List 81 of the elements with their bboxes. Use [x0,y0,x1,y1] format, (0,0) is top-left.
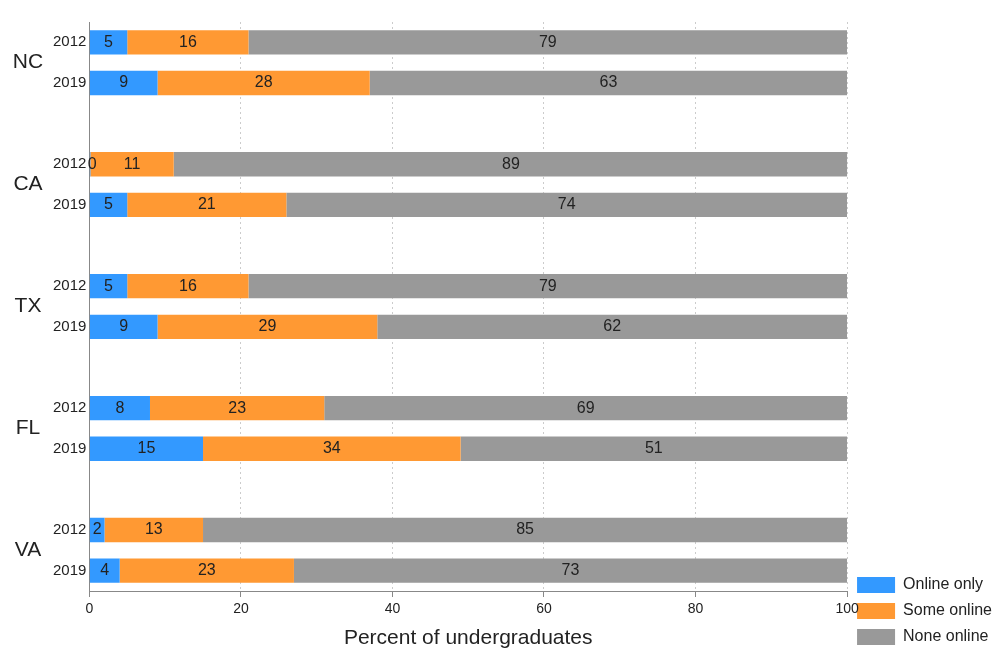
bar [286,192,848,218]
bar [460,436,848,461]
bar [157,70,370,96]
x-axis-title: Percent of undergraduates [343,625,593,649]
text: CA [13,171,43,195]
bar [324,395,848,421]
data-label: 85 [516,520,535,538]
x-tick-label: 40 [384,600,401,617]
data-label: 28 [254,73,273,91]
data-label: 5 [104,195,114,213]
data-label: 13 [144,520,163,538]
bar [157,314,378,340]
bar [203,436,461,461]
y-tick-label: 2012 [52,276,87,294]
bar [89,436,204,461]
data-label: 79 [538,32,557,50]
data-label: 9 [119,317,129,335]
y-tick-label: 2019 [52,316,87,334]
legend-label: Online only [903,575,984,593]
data-label: 73 [561,561,580,579]
text: VA [14,537,42,561]
y-tick-label: 2019 [52,560,87,578]
bar [127,192,287,218]
bar [119,558,294,583]
bar [369,70,848,96]
data-label: 23 [228,398,247,416]
data-label: 16 [178,276,197,294]
y-tick-label: 2012 [52,520,87,538]
bar [89,192,128,218]
bar [104,517,204,543]
y-tick-label: 2019 [52,73,87,91]
bar [89,273,128,299]
data-label: 16 [178,32,197,50]
data-label: 34 [322,439,341,457]
y-tick-label: 2019 [52,438,87,456]
data-label: 62 [603,317,622,335]
data-label: 21 [197,195,216,213]
data-label: 5 [104,276,114,294]
x-tick-label: 60 [536,600,552,617]
data-label: 69 [576,398,595,416]
data-label: 79 [538,276,557,294]
bar [173,152,848,177]
y-tick-label: 2012 [52,32,87,50]
bar [377,314,848,340]
data-label: 11 [123,154,141,172]
legend-label: None online [903,627,989,645]
data-label: 8 [115,398,125,416]
data-label: 29 [258,317,277,335]
data-label: 74 [557,195,576,213]
text: FL [15,415,41,439]
x-tick-label: 0 [85,600,94,617]
bar [149,395,325,421]
text: TX [14,293,42,317]
bar [89,314,158,340]
data-label: 5 [104,32,114,50]
bar [89,30,128,55]
data-label: 9 [119,73,129,91]
bar [89,395,150,421]
x-tick-label: 80 [687,600,704,617]
y-tick-label: 2012 [52,154,87,172]
bar [89,70,158,96]
bar [90,152,174,177]
bar [248,30,848,55]
bar [89,558,120,583]
y-tick-label: 2012 [52,398,87,416]
x-tick-label: 20 [233,600,249,617]
bar [127,30,249,55]
bar [293,558,848,583]
legend-label: Some online [903,601,993,619]
y-tick-label: 2019 [52,195,87,213]
bar [248,273,848,299]
data-label: 51 [644,439,663,457]
data-label: 4 [100,561,110,579]
bar [127,273,249,299]
data-label: 89 [501,154,520,172]
data-label: 63 [599,73,618,91]
data-label: 2 [92,520,102,538]
data-label: 23 [197,561,216,579]
data-label: 15 [137,439,156,457]
bar [203,517,848,543]
text: NC [12,49,44,73]
